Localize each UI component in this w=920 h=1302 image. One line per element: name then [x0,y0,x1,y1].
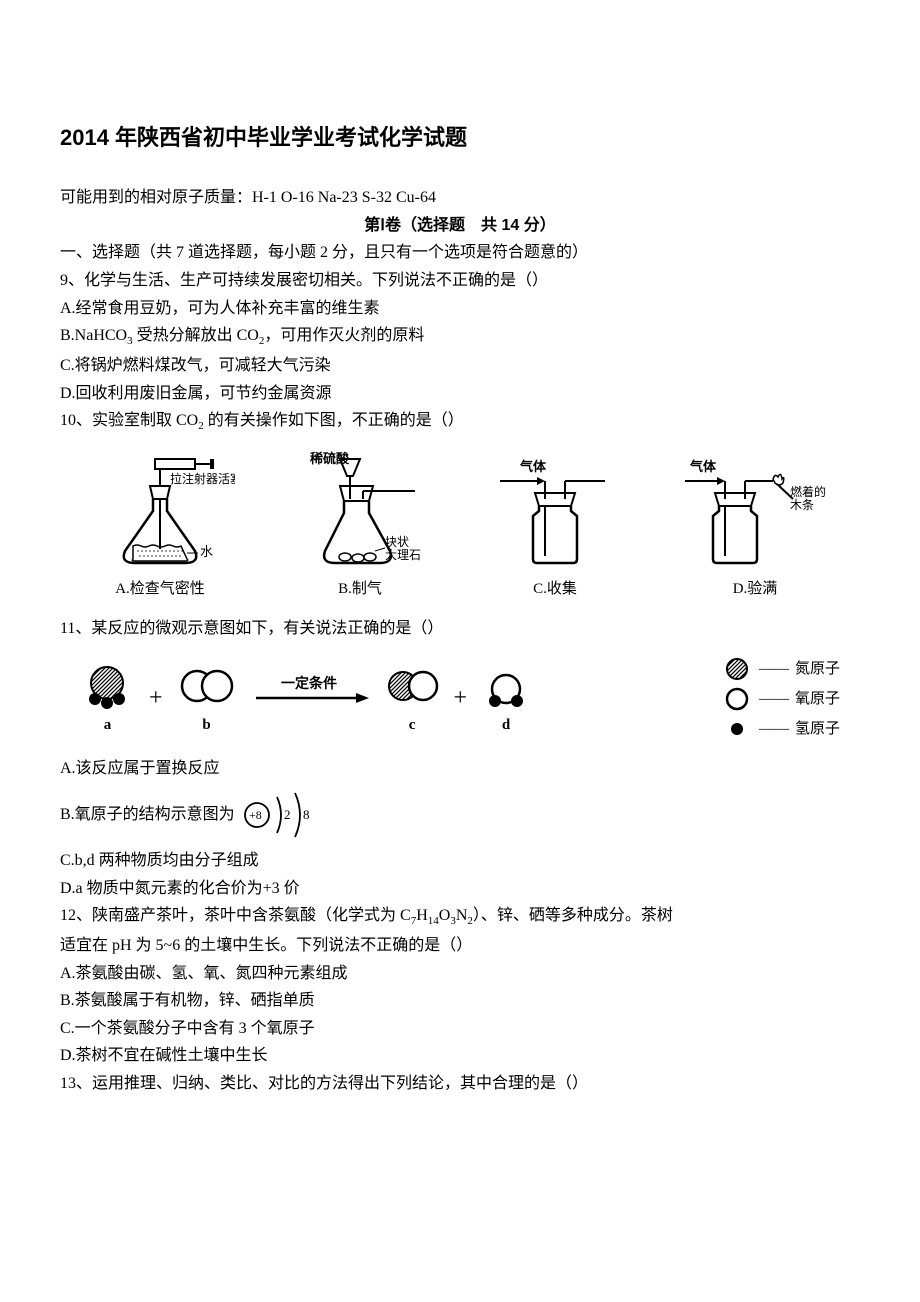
molecule-b-icon [177,661,237,711]
q11-option-a: A.该反应属于置换反应 [60,756,860,782]
flask-airtight-icon: 拉注射器活塞 水 [85,451,235,571]
legend-dash-2: —— [759,687,789,711]
molecule-c: c [385,661,440,737]
q10-diagram-row: 拉注射器活塞 水 A.检查气密性 稀硫酸 [60,451,860,601]
svg-text:燃着的: 燃着的 [790,484,826,499]
q9-option-a: A.经常食用豆奶，可为人体补充丰富的维生素 [60,296,860,322]
q9-stem: 9、化学与生活、生产可持续发展密切相关。下列说法不正确的是（） [60,268,860,294]
q10-diagram-c: 气体 C.收集 [485,451,625,601]
molecule-b: b [177,661,237,737]
mass-info: 可能用到的相对原子质量：H-1 O-16 Na-23 S-32 Cu-64 [60,185,860,211]
q10-diagram-d: 气体 燃着的 木条 D.验满 [675,451,835,601]
svg-text:块状: 块状 [385,535,409,549]
q12-mid3: N [456,907,468,924]
q11-stem: 11、某反应的微观示意图如下，有关说法正确的是（） [60,616,860,642]
q12-option-d: D.茶树不宜在碱性土壤中生长 [60,1043,860,1069]
q12-mid2: O [439,907,451,924]
legend-o-text: 氧原子 [795,687,840,711]
q10-stem-pre: 10、实验室制取 CO [60,412,198,429]
q12-sub2: 14 [428,915,439,927]
page-title: 2014 年陕西省初中毕业学业考试化学试题 [60,120,860,155]
q9-option-b: B.NaHCO3 受热分解放出 CO2，可用作灭火剂的原料 [60,323,860,351]
svg-text:气体: 气体 [520,459,547,474]
plus-sign-2: + [454,679,468,717]
gas-verification-icon: 气体 燃着的 木条 [675,451,835,571]
q12-pre: 12、陕南盛产茶叶，茶叶中含茶氨酸（化学式为 C [60,907,411,924]
q9-option-c: C.将锅炉燃料煤改气，可减轻大气污染 [60,353,860,379]
q10-stem: 10、实验室制取 CO2 的有关操作如下图，不正确的是（） [60,408,860,436]
q10-diagram-b: 稀硫酸 块状 大理石 B.制气 [285,451,435,601]
q12-option-c: C.一个茶氨酸分子中含有 3 个氧原子 [60,1016,860,1042]
plus-sign: + [149,679,163,717]
molecule-d: d [481,661,531,737]
q10-diagram-a: 拉注射器活塞 水 A.检查气密性 [85,451,235,601]
legend-hydrogen: —— 氢原子 [725,717,840,741]
q10-label-c: C.收集 [533,577,577,601]
section-note: 一、选择题（共 7 道选择题，每小题 2 分，且只有一个选项是符合题意的） [60,240,860,266]
molecule-c-label: c [409,713,416,737]
svg-text:气体: 气体 [690,459,717,474]
section-header: 第Ⅰ卷（选择题 共 14 分） [60,213,860,239]
legend-h-text: 氢原子 [795,717,840,741]
legend-dash-3: —— [759,717,789,741]
q11-reaction-diagram: a + b 一定条件 c + [80,657,840,741]
q11-option-b: B.氧原子的结构示意图为 +8 2 8 [60,787,860,842]
q9-optb-post: ，可用作灭火剂的原料 [264,327,424,344]
reaction-arrow: 一定条件 [251,674,371,723]
molecule-a-label: a [104,713,112,737]
svg-text:8: 8 [303,807,310,822]
legend-nitrogen: —— 氮原子 [725,657,840,681]
gas-collection-icon: 气体 [485,451,625,571]
q12-mid1: H [416,907,428,924]
q11-option-d: D.a 物质中氮元素的化合价为+3 价 [60,876,860,902]
q12-option-a: A.茶氨酸由碳、氢、氧、氮四种元素组成 [60,961,860,987]
q9-optb-mid: 受热分解放出 CO [133,327,259,344]
svg-text:+8: +8 [249,808,262,822]
q10-label-d: D.验满 [733,577,778,601]
atom-structure-icon: +8 2 8 [239,787,314,842]
legend-dash-1: —— [759,657,789,681]
molecule-b-label: b [202,713,210,737]
q12-option-b: B.茶氨酸属于有机物，锌、硒指单质 [60,988,860,1014]
svg-text:一定条件: 一定条件 [281,675,337,692]
svg-text:水: 水 [200,544,213,559]
molecule-d-icon [481,661,531,711]
legend-n-text: 氮原子 [795,657,840,681]
legend-oxygen: —— 氧原子 [725,687,840,711]
q13-stem: 13、运用推理、归纳、类比、对比的方法得出下列结论，其中合理的是（） [60,1071,860,1097]
svg-text:2: 2 [284,807,291,822]
q9-optb-pre: B.NaHCO [60,327,127,344]
q10-label-b: B.制气 [338,577,382,601]
q12-stem: 12、陕南盛产茶叶，茶叶中含茶氨酸（化学式为 C7H14O3N2）、锌、硒等多种… [60,903,860,931]
svg-text:木条: 木条 [790,498,814,512]
molecule-a-icon [80,661,135,711]
q10-label-a: A.检查气密性 [115,577,205,601]
q9-option-d: D.回收利用废旧金属，可节约金属资源 [60,381,860,407]
svg-text:大理石: 大理石 [385,548,421,562]
q12-post: ）、锌、硒等多种成分。茶树 [473,907,673,924]
svg-text:拉注射器活塞: 拉注射器活塞 [170,471,235,486]
gas-generation-icon: 稀硫酸 块状 大理石 [285,451,435,571]
atom-legend: —— 氮原子 —— 氧原子 —— 氢原子 [725,657,840,741]
q11-optb-text: B.氧原子的结构示意图为 [60,802,235,828]
molecule-d-label: d [502,713,510,737]
q12-stem-line2: 适宜在 pH 为 5~6 的土壤中生长。下列说法不正确的是（） [60,933,860,959]
q11-option-c: C.b,d 两种物质均由分子组成 [60,848,860,874]
q10-stem-post: 的有关操作如下图，不正确的是（） [204,412,464,429]
molecule-c-icon [385,661,440,711]
arrow-icon: 一定条件 [251,674,371,714]
molecule-a: a [80,661,135,737]
